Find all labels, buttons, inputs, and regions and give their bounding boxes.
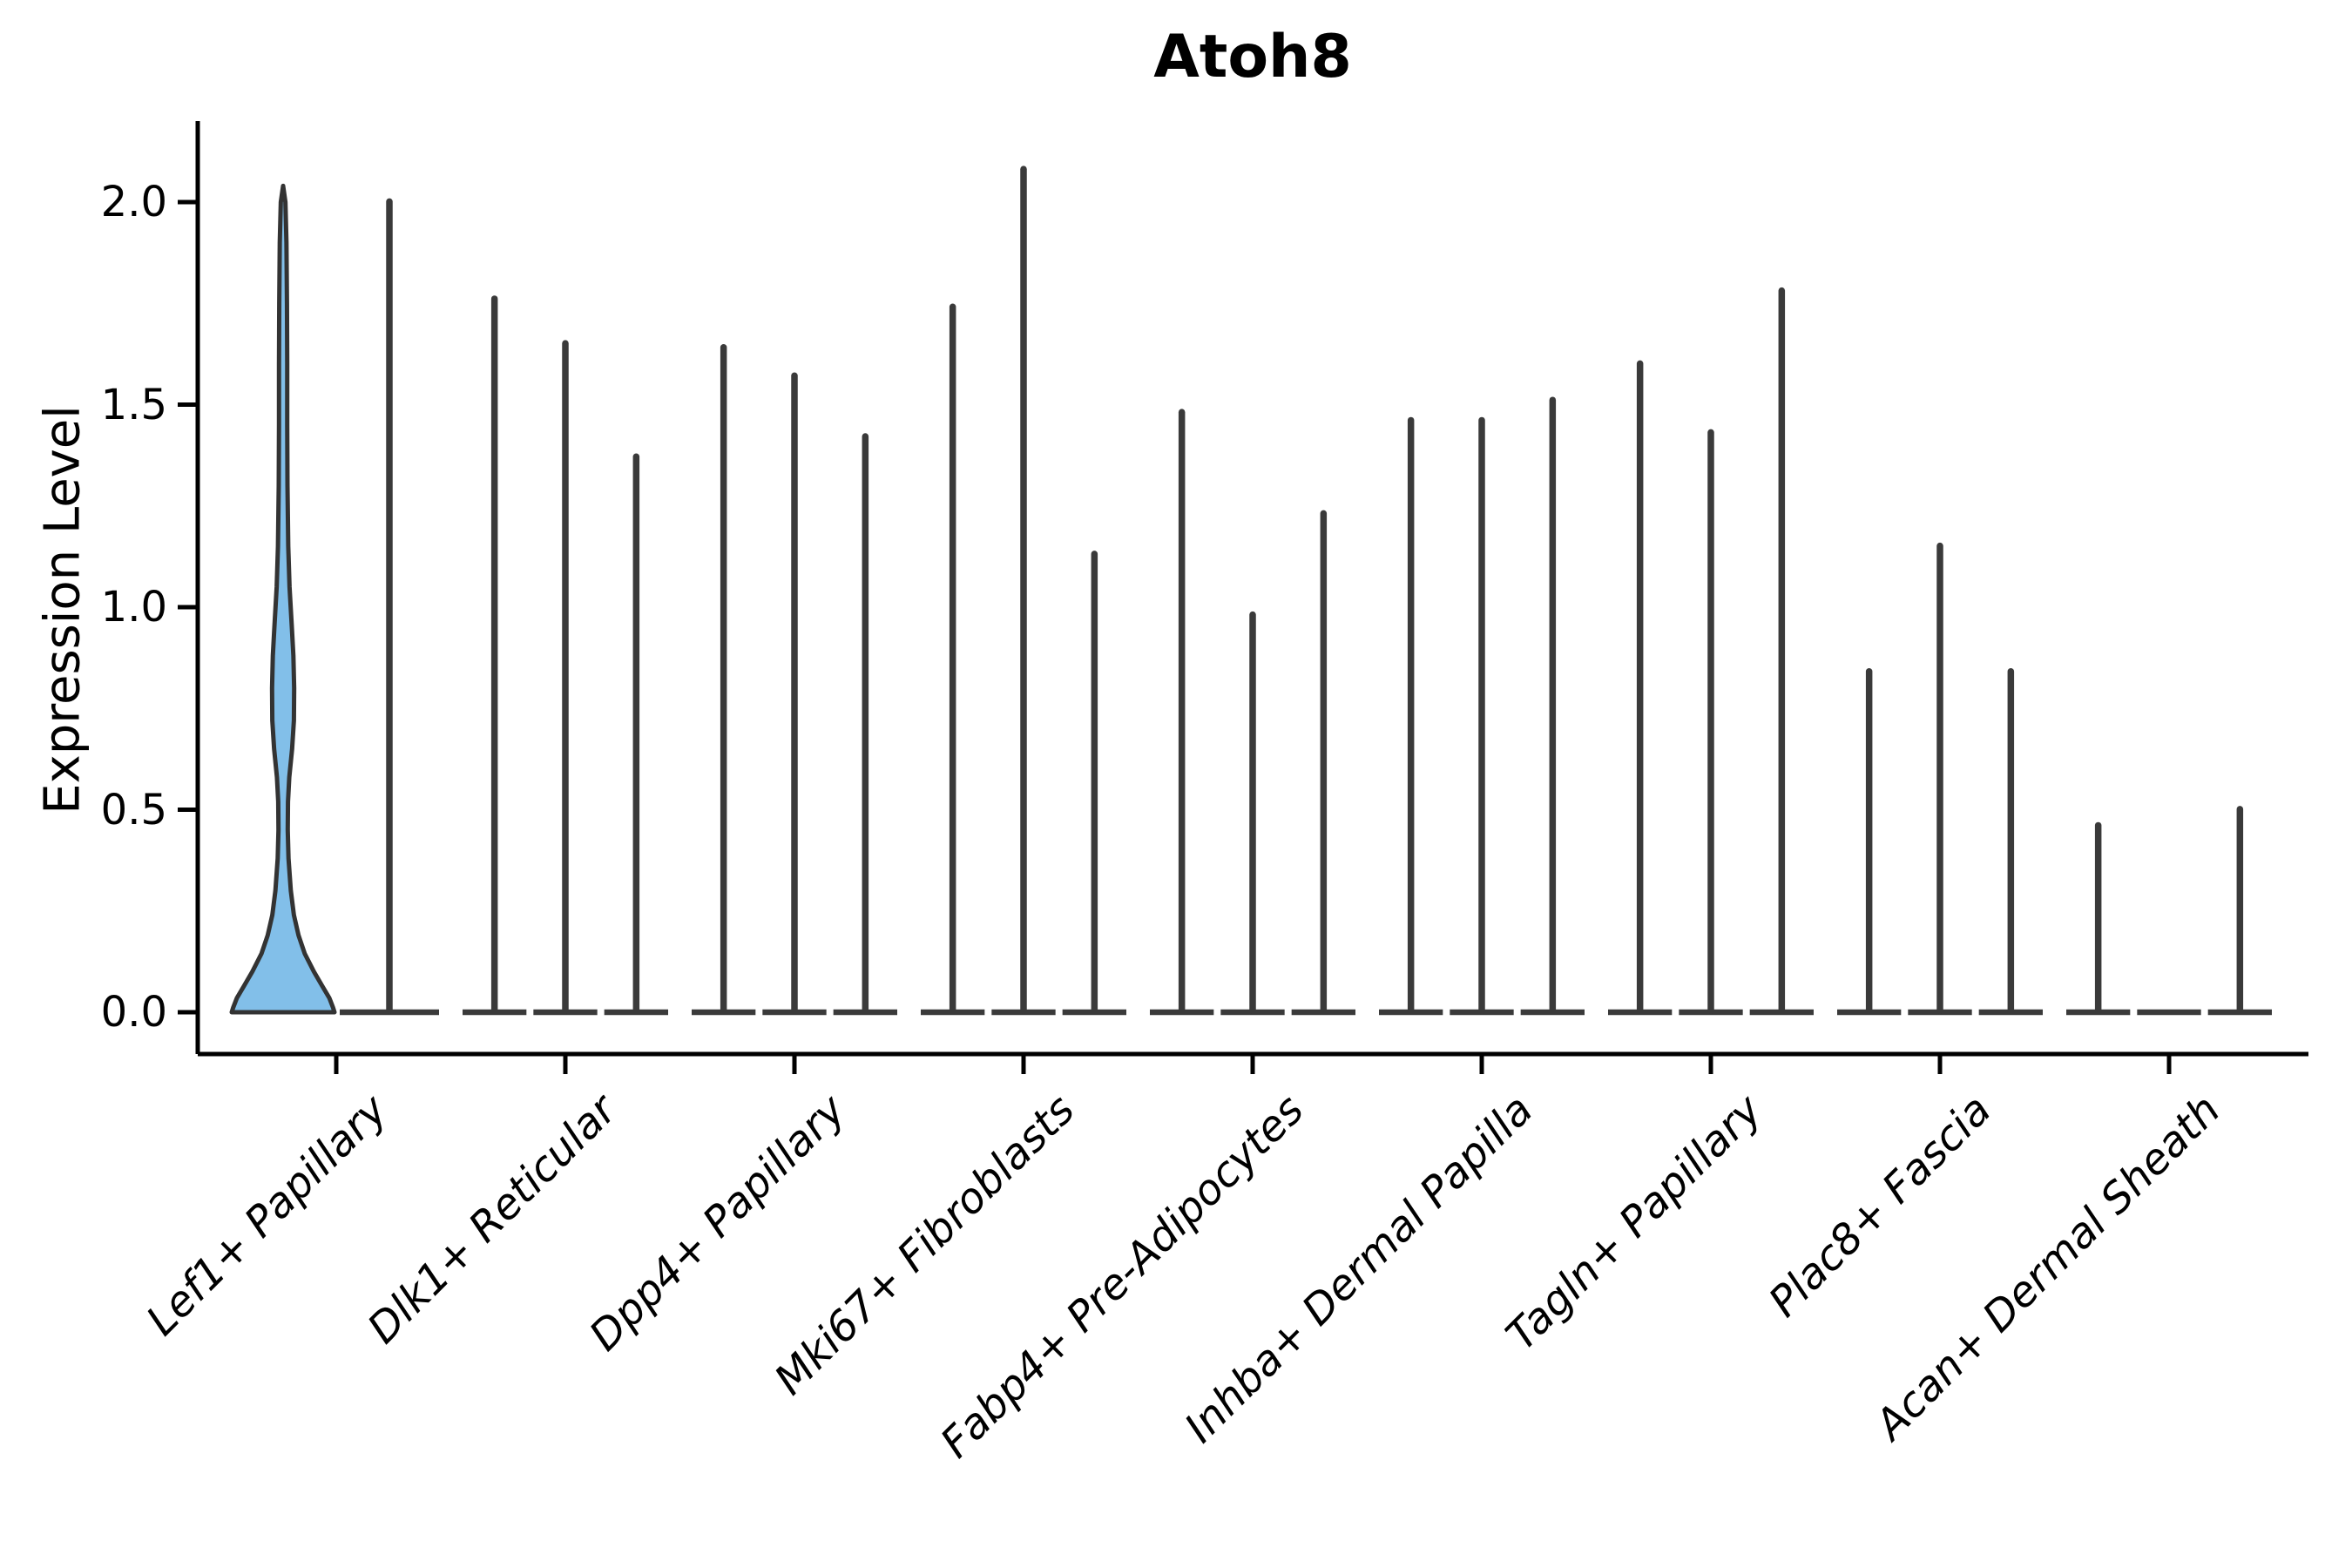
y-tick-label: 0.0 — [100, 988, 167, 1037]
y-tick-label: 1.5 — [100, 380, 167, 429]
y-tick-label: 1.0 — [100, 583, 167, 632]
violin-density — [229, 183, 337, 1015]
chart-title: Atoh8 — [1153, 23, 1352, 91]
y-tick-label: 0.5 — [100, 785, 167, 835]
y-tick-label: 2.0 — [100, 178, 167, 226]
